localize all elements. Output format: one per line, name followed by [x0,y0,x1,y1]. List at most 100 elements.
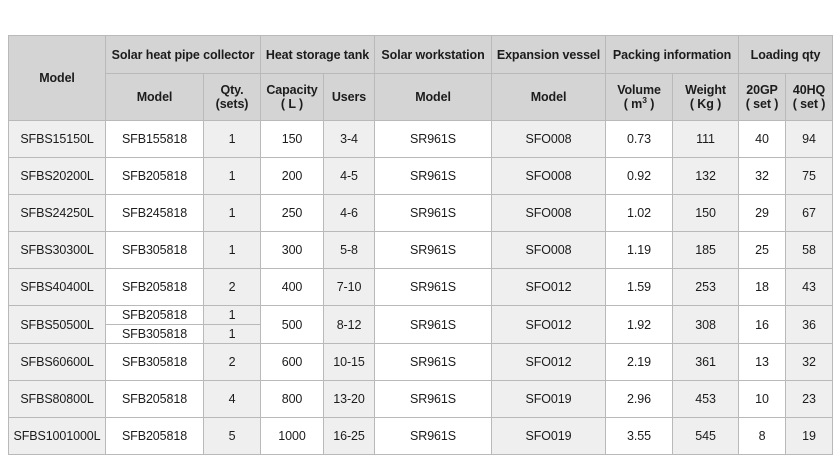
table-row: SFBS80800L SFB205818 4 800 13-20 SR961S SFO019… [8,380,834,418]
header-sub-line2: ( set ) [745,97,779,111]
header-sub-line1: Capacity [266,83,318,97]
cell-tank-capacity: 150 [260,120,324,158]
header-sub-line1: Qty. [220,83,244,97]
cell-collector-model: SFB205818 [105,417,204,455]
cell-workstation-model: SR961S [374,268,493,306]
cell-model: SFBS60600L [8,343,106,381]
cell-collector-qty: 1 [203,324,261,344]
cell-packing-weight: 361 [672,343,740,381]
cell-model: SFBS15150L [8,120,106,158]
cell-loading-40hq: 75 [785,157,834,195]
cell-model: SFBS20200L [8,157,106,195]
header-sub-tank_capacity: Capacity( L ) [260,73,324,121]
cell-packing-weight: 132 [672,157,740,195]
cell-packing-volume: 2.19 [605,343,674,381]
cell-packing-weight: 308 [672,305,740,344]
cell-collector-model: SFB245818 [105,194,204,232]
header-sub-line2: ( Kg ) [689,97,722,111]
cell-collector-model: SFB305818 [105,231,204,269]
cell-collector-qty: 1 [203,120,261,158]
cell-collector-qty: 1 [203,194,261,232]
cell-loading-20gp: 10 [738,380,787,418]
header-sub-line2: ( L ) [280,97,304,111]
cell-expansion-model: SFO008 [491,157,607,195]
header-sub-tank_users: Users [322,73,376,121]
cell-packing-volume: 1.19 [605,231,674,269]
cell-collector-model: SFB305818 [105,324,204,344]
cell-tank-users: 3-4 [322,120,376,158]
header-group-solar-workstation: Solar workstation [374,35,493,74]
cell-tank-capacity: 300 [260,231,324,269]
cell-model: SFBS30300L [8,231,106,269]
cell-tank-capacity: 200 [260,157,324,195]
cell-packing-volume: 0.92 [605,157,674,195]
cell-workstation-model: SR961S [374,380,493,418]
cell-tank-capacity: 600 [260,343,324,381]
cell-loading-40hq: 67 [785,194,834,232]
cell-collector-model: SFB205818 [105,157,204,195]
cell-model: SFBS50500L [8,305,106,344]
cell-tank-capacity: 250 [260,194,324,232]
header-group-loading-qty: Loading qty [738,35,834,74]
cell-expansion-model: SFO008 [491,231,607,269]
cell-expansion-model: SFO019 [491,417,607,455]
header-group-packing-information: Packing information [605,35,740,74]
table-body: SFBS15150L SFB155818 1 150 3-4 SR961S SFO008 0.… [8,120,834,455]
cell-loading-40hq: 43 [785,268,834,306]
cell-tank-users: 4-5 [322,157,376,195]
specification-table-container: Model Solar heat pipe collector Heat stora… [8,35,834,455]
cell-packing-weight: 185 [672,231,740,269]
cell-workstation-model: SR961S [374,231,493,269]
header-sub-line2: (sets) [215,97,249,111]
cell-collector-qty: 1 [203,231,261,269]
cell-collector-model: SFB305818 [105,343,204,381]
header-sub-line1: Weight [685,83,726,97]
table-row: SFBS20200L SFB205818 1 200 4-5 SR961S SFO008 0.… [8,157,834,195]
cell-workstation-model: SR961S [374,417,493,455]
header-sub-packing_weight: Weight( Kg ) [672,73,740,121]
header-group-solar-heat-pipe-collector: Solar heat pipe collector [105,35,261,74]
header-sub-workstation_model: Model [374,73,493,121]
cell-packing-volume: 1.59 [605,268,674,306]
header-sub-line1: Model [415,90,451,104]
cell-packing-volume: 2.96 [605,380,674,418]
table-row: SFBS40400L SFB205818 2 400 7-10 SR961S SFO012 1… [8,268,834,306]
header-group-heat-storage-tank: Heat storage tank [259,35,376,74]
header-sub-line2: ( set ) [792,97,826,111]
cell-loading-20gp: 32 [738,157,787,195]
cell-loading-20gp: 8 [738,417,787,455]
cell-packing-weight: 150 [672,194,740,232]
cell-loading-40hq: 32 [785,343,834,381]
cell-workstation-model: SR961S [374,305,493,344]
cell-tank-users: 7-10 [322,268,376,306]
specification-table: Model Solar heat pipe collector Heat stora… [8,35,834,455]
cell-packing-weight: 111 [672,120,740,158]
cell-loading-20gp: 13 [738,343,787,381]
cell-expansion-model: SFO012 [491,343,607,381]
cell-workstation-model: SR961S [374,120,493,158]
table-row: SFBS1001000L SFB205818 5 1000 16-25 SR961S SFO… [8,417,834,455]
cell-collector-model: SFB205818 [105,268,204,306]
cell-tank-users: 10-15 [322,343,376,381]
cell-tank-capacity: 500 [260,305,324,344]
cell-workstation-model: SR961S [374,343,493,381]
cell-collector-model: SFB205818 [105,380,204,418]
header-sub-loading_40hq: 40HQ( set ) [785,73,834,121]
cell-collector-qty: 2 [203,268,261,306]
header-sub-line1: Model [530,90,567,104]
cell-packing-volume: 3.55 [605,417,674,455]
table-row: SFBS24250L SFB245818 1 250 4-6 SR961S SFO008 1.… [8,194,834,232]
header-sub-expansion_model: Model [491,73,607,121]
cell-collector-qty: 4 [203,380,261,418]
cell-loading-20gp: 16 [738,305,787,344]
table-row: SFBS50500L SFB205818 1 500 8-12 SR961S SFO012 1… [8,305,834,344]
cell-collector-qty: 1 [203,305,261,325]
cell-model: SFBS80800L [8,380,106,418]
cell-packing-volume: 1.92 [605,305,674,344]
header-sub-line1: 20GP [746,83,778,97]
cell-loading-40hq: 94 [785,120,834,158]
cell-packing-volume: 1.02 [605,194,674,232]
cell-packing-volume: 0.73 [605,120,674,158]
table-row: SFBS15150L SFB155818 1 150 3-4 SR961S SFO008 0.… [8,120,834,158]
header-group-model: Model [8,35,106,121]
